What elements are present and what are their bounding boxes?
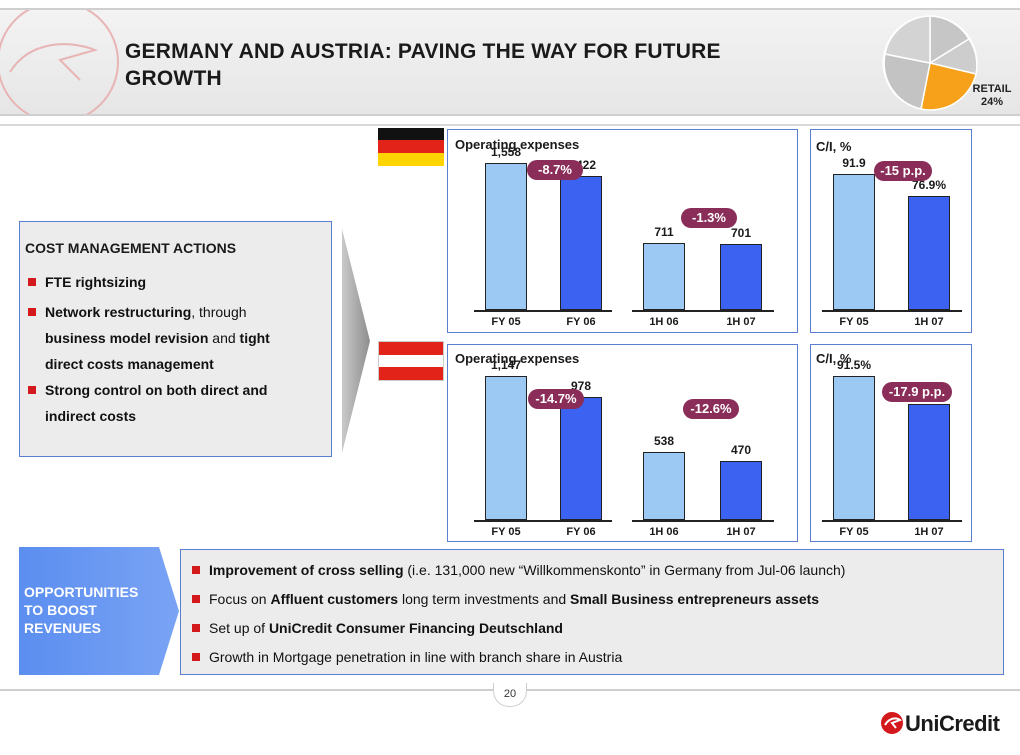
x-tick-label: 1H 06: [649, 316, 679, 328]
opportunity-2: Focus on Affluent customers long term in…: [209, 591, 820, 607]
x-tick-label: FY 06: [566, 316, 596, 328]
data-label: 470: [730, 443, 752, 457]
x-axis-line: [632, 520, 774, 522]
chart-bar: [908, 404, 950, 520]
germany-flag-icon: [378, 128, 444, 166]
chart-bar: [908, 196, 950, 310]
data-label: 76.9%: [911, 178, 947, 192]
change-badge: -12.6%: [683, 399, 739, 419]
x-axis-line: [632, 310, 774, 312]
bullet-icon: [192, 566, 200, 574]
austria-flag-icon: [378, 341, 444, 381]
header-band: [0, 8, 1020, 116]
x-tick-label: 1H 07: [726, 316, 756, 328]
chart-bar: [485, 163, 527, 310]
chart-bar: [485, 376, 527, 520]
chart-bar: [833, 174, 875, 310]
change-badge: -8.7%: [527, 160, 583, 180]
cost-management-box: [19, 221, 332, 457]
x-axis-line: [474, 520, 612, 522]
arrow-right-icon: [342, 229, 370, 453]
cost-management-title: COST MANAGEMENT ACTIONS: [25, 240, 237, 256]
unicredit-watermark-icon: [0, 10, 119, 114]
page-number: 20: [493, 683, 527, 707]
cost-bullet-1: FTE rightsizing: [45, 274, 147, 290]
x-tick-label: FY 05: [491, 316, 521, 328]
retail-pie-icon: [882, 15, 978, 111]
retail-share-label: RETAIL 24%: [972, 83, 1012, 108]
x-tick-label: 1H 07: [726, 526, 756, 538]
chart-bar: [643, 243, 685, 310]
chart-title: C/I, %: [816, 351, 852, 366]
chart-bar: [560, 176, 602, 310]
change-badge: -14.7%: [528, 389, 584, 409]
data-label: 1,558: [490, 145, 522, 159]
chart-title: Operating expenses: [455, 351, 580, 366]
data-label: 91.9: [842, 156, 866, 170]
x-axis-line: [822, 520, 962, 522]
chart-title: Operating expenses: [455, 137, 580, 152]
cost-bullet-3: Strong control on both direct and indire…: [45, 382, 268, 424]
bullet-icon: [192, 624, 200, 632]
x-tick-label: FY 06: [566, 526, 596, 538]
data-label: 538: [653, 434, 675, 448]
x-tick-label: 1H 07: [914, 526, 944, 538]
chart-title: C/I, %: [816, 139, 852, 154]
opportunities-arrow: [19, 547, 179, 675]
bullet-icon: [28, 386, 36, 394]
page-title: GERMANY AND AUSTRIA: PAVING THE WAY FOR …: [125, 40, 721, 90]
x-tick-label: FY 05: [839, 526, 869, 538]
bullet-icon: [28, 278, 36, 286]
divider: [0, 124, 1020, 126]
unicredit-logo-text: UniCredit: [905, 711, 1000, 736]
change-badge: -15 p.p.: [874, 161, 932, 181]
data-label: 701: [730, 226, 752, 240]
chart-bar: [560, 397, 602, 520]
bullet-icon: [192, 653, 200, 661]
x-axis-line: [822, 310, 962, 312]
opportunity-3: Set up of UniCredit Consumer Financing D…: [209, 620, 563, 636]
change-badge: -1.3%: [681, 208, 737, 228]
data-label: 711: [654, 225, 674, 239]
x-tick-label: FY 05: [839, 316, 869, 328]
opportunity-1: Improvement of cross selling (i.e. 131,0…: [209, 562, 846, 578]
unicredit-logo-icon: [881, 712, 903, 734]
bullet-icon: [28, 308, 36, 316]
x-tick-label: 1H 07: [914, 316, 944, 328]
cost-bullet-2: Network restructuring, through business …: [45, 304, 270, 372]
data-label: 91.5%: [836, 358, 872, 372]
opportunities-box: [180, 549, 1004, 675]
chart-bar: [643, 452, 685, 520]
opportunity-4: Growth in Mortgage penetration in line w…: [209, 649, 623, 665]
data-label: 1,147: [490, 358, 522, 372]
chart-bar: [833, 376, 875, 520]
chart-bar: [720, 244, 762, 310]
opportunities-title: OPPORTUNITIES TO BOOST REVENUES: [24, 584, 139, 636]
x-tick-label: FY 05: [491, 526, 521, 538]
x-axis-line: [474, 310, 612, 312]
x-tick-label: 1H 06: [649, 526, 679, 538]
bullet-icon: [192, 595, 200, 603]
change-badge: -17.9 p.p.: [882, 382, 952, 402]
chart-bar: [720, 461, 762, 520]
